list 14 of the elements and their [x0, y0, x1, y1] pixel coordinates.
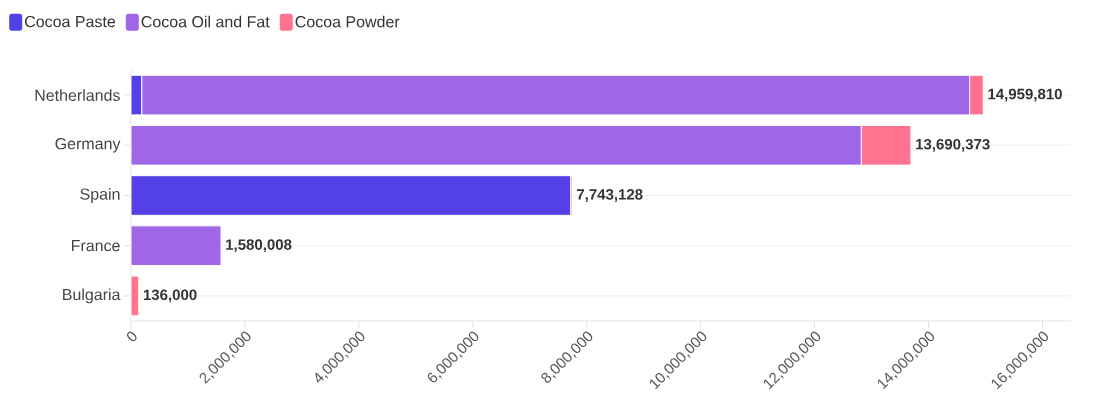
total-label: 136,000 [143, 289, 197, 303]
y-tick-label: Bulgaria [63, 288, 121, 304]
x-tick-label: 0 [127, 331, 137, 342]
y-tick-label: France [72, 240, 120, 252]
total-label: 14,959,810 [988, 88, 1062, 102]
legend-label: Cocoa Powder [295, 15, 400, 28]
total-label: 1,580,008 [226, 239, 292, 253]
total-label: 7,743,128 [576, 189, 643, 202]
y-tick-label: Netherlands [35, 89, 120, 101]
legend-label: Cocoa Oil and Fat [141, 15, 270, 28]
total-label: 13,690,373 [916, 138, 990, 152]
legend-label: Cocoa Paste [25, 15, 116, 28]
y-tick-label: Germany [55, 138, 121, 153]
y-tick-label: Spain [80, 188, 120, 203]
